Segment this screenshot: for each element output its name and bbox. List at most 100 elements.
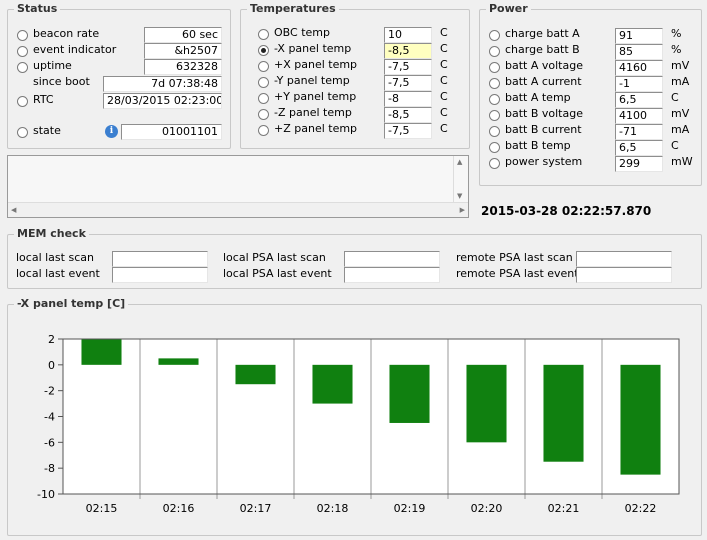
chart-group: -X panel temp [C] 2 0 -2 -4 -6 -8 -10 02:15 02:1… — [7, 297, 702, 536]
local-last-event-field — [112, 267, 208, 283]
status-group: Status beacon rate 60 sec event indicato… — [7, 2, 231, 149]
temp-field-minus-y-panel-temp: -7,5 — [384, 75, 432, 91]
log-textbox[interactable]: ▲ ▼ ◀ ▶ — [7, 155, 469, 218]
temp-field-plusminus-y-panel-temp: -8 — [384, 91, 432, 107]
beacon-rate-label: beacon rate — [33, 27, 100, 40]
power-field-batt-b-voltage: 4100 — [615, 108, 663, 124]
power-unit-power-system: mW — [671, 155, 693, 168]
since-boot-field: 7d 07:38:48 — [103, 76, 222, 92]
event-indicator-radio[interactable] — [17, 46, 28, 57]
x-tick-label: 02:17 — [240, 502, 272, 515]
power-field-charge-batt-a: 91 — [615, 28, 663, 44]
power-label-charge-batt-b: charge batt B — [505, 43, 580, 56]
plot-frame — [62, 338, 680, 495]
bar — [81, 339, 122, 365]
temp-label-minus-y-panel-temp: -Y panel temp — [274, 74, 350, 87]
temp-unit: C — [440, 122, 448, 135]
temp-field-plusminus-z-panel-temp: -7,5 — [384, 123, 432, 139]
remote-psa-last-event-label: remote PSA last event — [456, 267, 579, 280]
power-unit-batt-b-voltage: mV — [671, 107, 690, 120]
remote-psa-last-scan-label: remote PSA last scan — [456, 251, 573, 264]
state-radio[interactable] — [17, 127, 28, 138]
power-group: Power charge batt A 91% charge batt B 85% ba… — [479, 2, 702, 186]
local-psa-last-event-label: local PSA last event — [223, 267, 332, 280]
temp-radio-plusminus-x-panel-temp[interactable] — [258, 61, 269, 72]
remote-psa-last-scan-field — [576, 251, 672, 267]
power-field-batt-b-current: -71 — [615, 124, 663, 140]
scroll-left-icon[interactable]: ◀ — [11, 206, 17, 214]
power-label-batt-b-current: batt B current — [505, 123, 582, 136]
temp-radio-plusminus-z-panel-temp[interactable] — [258, 125, 269, 136]
power-radio-batt-a-current[interactable] — [489, 78, 500, 89]
vertical-scrollbar[interactable]: ▲ ▼ — [453, 156, 468, 202]
beacon-rate-field: 60 sec — [144, 27, 222, 43]
power-radio-batt-a-temp[interactable] — [489, 94, 500, 105]
info-icon[interactable]: i — [105, 125, 118, 138]
temp-unit: C — [440, 42, 448, 55]
temp-unit: C — [440, 74, 448, 87]
event-indicator-label: event indicator — [33, 43, 117, 56]
y-tick-label: 0 — [48, 359, 55, 372]
y-tick-label: -2 — [44, 385, 55, 398]
temp-radio-minus-x-panel-temp[interactable] — [258, 45, 269, 56]
power-field-batt-a-current: -1 — [615, 76, 663, 92]
temp-radio-plusminus-y-panel-temp[interactable] — [258, 93, 269, 104]
rtc-radio[interactable] — [17, 96, 28, 107]
power-radio-batt-a-voltage[interactable] — [489, 62, 500, 73]
temp-label-minus-z-panel-temp: -Z panel temp — [274, 106, 352, 119]
beacon-rate-radio[interactable] — [17, 30, 28, 41]
power-unit-charge-batt-a: % — [671, 27, 682, 40]
local-last-scan-label: local last scan — [16, 251, 94, 264]
scroll-down-icon[interactable]: ▼ — [457, 192, 463, 200]
temperatures-group: Temperatures OBC temp 10 C -X panel temp -8,… — [240, 2, 470, 149]
status-title: Status — [14, 2, 61, 15]
power-radio-charge-batt-a[interactable] — [489, 30, 500, 41]
temp-label-minus-x-panel-temp: -X panel temp — [274, 42, 352, 55]
power-field-batt-a-voltage: 4160 — [615, 60, 663, 76]
temperatures-title: Temperatures — [247, 2, 339, 15]
bar — [543, 364, 584, 462]
temp-field-plusminus-x-panel-temp: -7,5 — [384, 59, 432, 75]
power-radio-batt-b-voltage[interactable] — [489, 110, 500, 121]
scroll-up-icon[interactable]: ▲ — [457, 158, 463, 166]
local-psa-last-scan-label: local PSA last scan — [223, 251, 326, 264]
power-title: Power — [486, 2, 531, 15]
power-radio-batt-b-current[interactable] — [489, 126, 500, 137]
temp-unit: C — [440, 26, 448, 39]
bar — [158, 358, 199, 365]
temp-radio-minus-y-panel-temp[interactable] — [258, 77, 269, 88]
since-boot-label: since boot — [33, 75, 90, 88]
y-tick-label: -10 — [37, 488, 55, 501]
power-label-batt-b-temp: batt B temp — [505, 139, 571, 152]
y-tick-label: -4 — [44, 411, 55, 424]
power-unit-batt-a-temp: C — [671, 91, 679, 104]
power-label-charge-batt-a: charge batt A — [505, 27, 580, 40]
timestamp: 2015-03-28 02:22:57.870 — [481, 204, 652, 218]
temp-label-plusminus-z-panel-temp: +Z panel temp — [274, 122, 358, 135]
power-label-batt-a-temp: batt A temp — [505, 91, 571, 104]
bar — [312, 364, 353, 404]
power-field-batt-a-temp: 6,5 — [615, 92, 663, 108]
temp-field-obc-temp: 10 — [384, 27, 432, 43]
x-tick-label: 02:15 — [86, 502, 118, 515]
temp-radio-obc-temp[interactable] — [258, 29, 269, 40]
temp-radio-minus-z-panel-temp[interactable] — [258, 109, 269, 120]
power-radio-charge-batt-b[interactable] — [489, 46, 500, 57]
x-tick-label: 02:19 — [394, 502, 426, 515]
event-indicator-field: &h2507 — [144, 43, 222, 59]
uptime-field: 632328 — [144, 59, 222, 75]
x-tick-label: 02:16 — [163, 502, 195, 515]
horizontal-scrollbar[interactable]: ◀ ▶ — [8, 202, 468, 217]
bar — [466, 364, 507, 443]
uptime-radio[interactable] — [17, 62, 28, 73]
mem-check-group: MEM check local last scan local last eve… — [7, 227, 702, 289]
power-radio-batt-b-temp[interactable] — [489, 142, 500, 153]
x-tick-label: 02:20 — [471, 502, 503, 515]
temp-field-minus-x-panel-temp: -8,5 — [384, 43, 432, 59]
x-tick-label: 02:18 — [317, 502, 349, 515]
power-label-batt-a-voltage: batt A voltage — [505, 59, 583, 72]
power-radio-power-system[interactable] — [489, 158, 500, 169]
temp-unit: C — [440, 90, 448, 103]
local-last-scan-field — [112, 251, 208, 267]
scroll-right-icon[interactable]: ▶ — [459, 206, 465, 214]
